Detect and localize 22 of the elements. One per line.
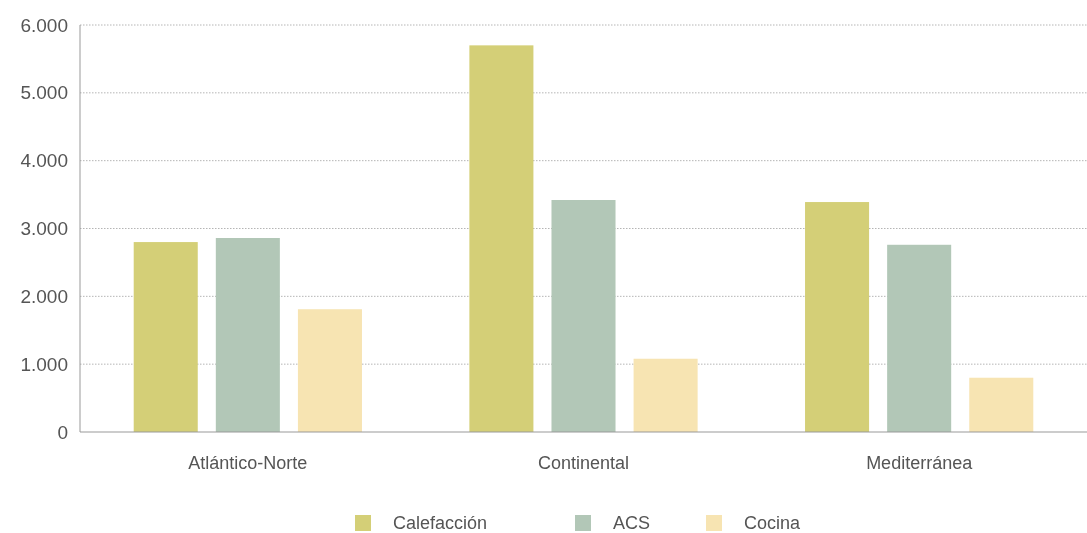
- bar: [469, 45, 534, 432]
- y-tick-label: 2.000: [20, 285, 68, 307]
- bar: [805, 202, 870, 432]
- x-tick-label: Atlántico-Norte: [188, 453, 308, 473]
- legend-label: ACS: [613, 513, 651, 533]
- y-tick-label: 4.000: [20, 150, 68, 172]
- y-tick-label: 1.000: [20, 353, 68, 375]
- y-tick-label: 6.000: [20, 14, 68, 36]
- bar: [969, 377, 1034, 432]
- y-tick-label: 5.000: [20, 82, 68, 104]
- x-tick-label: Mediterránea: [866, 453, 974, 473]
- legend-label: Cocina: [744, 513, 802, 533]
- bar: [297, 309, 362, 432]
- x-tick-label: Continental: [537, 453, 630, 473]
- bar: [551, 200, 616, 432]
- bar: [133, 242, 198, 432]
- y-tick-label: 3.000: [20, 218, 68, 240]
- y-tick-label: 0: [57, 421, 68, 443]
- legend-label: Calefacción: [393, 513, 488, 533]
- bar: [215, 238, 280, 432]
- bar: [633, 358, 698, 432]
- bar: [887, 244, 952, 432]
